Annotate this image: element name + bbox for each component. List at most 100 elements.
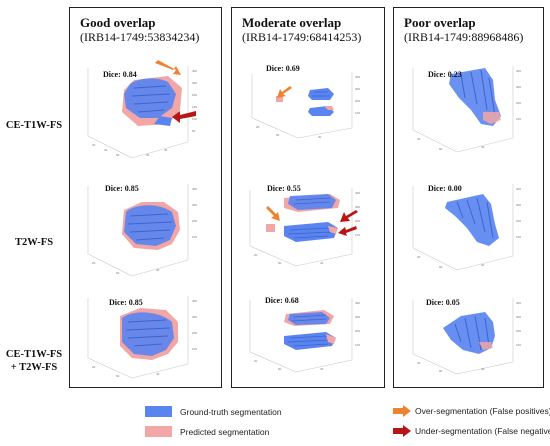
svg-text:100: 100	[355, 111, 360, 115]
predicted-segmentation	[328, 226, 338, 234]
svg-text:100: 100	[192, 117, 197, 121]
svg-text:200: 200	[355, 99, 360, 103]
panel-id: (IRB14-1749:88968486)	[404, 30, 524, 44]
ground-truth-slices	[456, 197, 494, 239]
panel-title: Good overlap	[80, 15, 156, 30]
row-label-t2w: T2W-FS	[0, 236, 68, 249]
dice-score: Dice: 0.55	[267, 184, 301, 193]
under-segmentation-arrow	[340, 210, 358, 222]
panel-header: Good overlap (IRB14-1749:53834234)	[80, 15, 199, 45]
3d-render-plot: 400 300 200 100 20 60 40	[251, 72, 360, 139]
row-label-combined: CE-T1W-FS + T2W-FS	[0, 348, 68, 374]
dice-score: Dice: 0.69	[266, 64, 300, 73]
plot-ticks: 400 300 200 100 20 60 40	[417, 69, 521, 151]
ground-truth-segmentation	[122, 312, 174, 356]
svg-text:20: 20	[146, 153, 150, 157]
plot-ticks: 400 300 200 100 20 60 40	[254, 191, 360, 265]
ground-truth-slices	[291, 314, 327, 322]
under-segmentation-arrow	[172, 111, 196, 123]
ground-truth-segmentation	[445, 194, 499, 246]
dice-score: Dice: 0.84	[103, 70, 137, 79]
row-label-line1: T2W-FS	[14, 237, 54, 248]
ground-truth-segmentation	[308, 88, 334, 100]
dice-score: Dice: 0.00	[428, 184, 462, 193]
3d-render-plot: 400 300 200 100 20 60 40	[87, 184, 197, 277]
render-poor-t2w: 400 300 200 100 20 60 40 Dice: 0.00	[399, 172, 539, 284]
plot-ticks: 400 300 200 100 20 60 40	[417, 187, 521, 269]
svg-text:20: 20	[256, 125, 260, 129]
plot-ticks: 400 300 200 100 20 60 40	[254, 301, 360, 371]
predicted-segmentation	[326, 334, 336, 344]
svg-text:400: 400	[355, 301, 360, 305]
svg-text:60: 60	[439, 147, 443, 151]
render-good-combined: 400 300 200 100 20 60 40 Dice: 0.85	[76, 288, 216, 383]
svg-text:20: 20	[417, 137, 421, 141]
3d-render-plot: 400 300 200 100 20 60 40	[249, 298, 360, 373]
plot-axes	[251, 72, 353, 139]
svg-text:400: 400	[516, 187, 521, 191]
render-moderate-ce-t1w: 400 300 200 100 20 60 40 Dice: 0.69	[238, 54, 378, 169]
svg-text:100: 100	[516, 343, 521, 347]
predicted-segmentation	[276, 96, 283, 102]
svg-text:200: 200	[355, 219, 360, 223]
plot-ticks: 400 300 200 100 20 60 40	[92, 299, 197, 378]
ground-truth-slices	[460, 69, 496, 117]
render-moderate-combined: 400 300 200 100 20 60 40 Dice: 0.68	[238, 288, 378, 383]
svg-text:60: 60	[278, 367, 282, 371]
svg-text:200: 200	[192, 331, 197, 335]
svg-text:40: 40	[318, 135, 322, 139]
svg-text:100: 100	[192, 347, 197, 351]
panel-title: Poor overlap	[404, 15, 476, 30]
plot-axes	[412, 66, 514, 153]
row-label-line2: + T2W-FS	[10, 362, 58, 373]
legend-predicted-swatch	[145, 426, 172, 437]
svg-text:40: 40	[104, 148, 108, 152]
legend-over-label: Over-segmentation (False positives)	[415, 406, 550, 416]
svg-text:50: 50	[192, 129, 196, 133]
ground-truth-slices	[131, 85, 171, 113]
svg-text:40: 40	[320, 367, 324, 371]
svg-text:40: 40	[164, 148, 168, 152]
row-label-ce-t1w: CE-T1W-FS	[0, 119, 68, 132]
svg-text:300: 300	[355, 205, 360, 209]
panel-id: (IRB14-1749:68414253)	[242, 30, 362, 44]
3d-render-plot: 400 300 200 100 20 60 40	[412, 66, 521, 153]
dice-score: Dice: 0.68	[265, 296, 299, 305]
over-segmentation-arrow	[266, 206, 280, 221]
svg-text:20: 20	[92, 261, 96, 265]
legend-predicted-label: Predicted segmentation	[180, 427, 270, 437]
plot-axes	[249, 188, 353, 267]
under-segmentation-arrow-icon	[393, 425, 411, 437]
3d-render-plot: 400 300 200 100 20 60 40	[412, 184, 521, 271]
svg-text:60: 60	[278, 261, 282, 265]
legend-ground-truth-swatch	[145, 406, 172, 417]
svg-text:20: 20	[92, 365, 96, 369]
svg-text:40: 40	[156, 268, 160, 272]
svg-text:200: 200	[192, 219, 197, 223]
svg-text:200: 200	[516, 329, 521, 333]
svg-text:400: 400	[516, 69, 521, 73]
render-good-ce-t1w: 400 300 200 150 100 50 20 40 60 20 40 Dice: 0.84	[76, 54, 216, 169]
svg-text:400: 400	[355, 75, 360, 79]
svg-text:40: 40	[481, 263, 485, 267]
legend-under-label: Under-segmentation (False negatives)	[415, 426, 550, 436]
plot-ticks: 400 300 200 150 100 50 20 40 60 20 40	[92, 69, 197, 157]
svg-text:20: 20	[417, 361, 421, 365]
3d-render-plot: 400 300 200 100 20 60 40	[412, 298, 521, 375]
ground-truth-slices	[287, 335, 333, 347]
svg-text:300: 300	[516, 85, 521, 89]
svg-text:60: 60	[439, 265, 443, 269]
svg-text:20: 20	[254, 359, 258, 363]
svg-text:20: 20	[92, 143, 96, 147]
svg-text:60: 60	[116, 153, 120, 157]
svg-text:300: 300	[192, 203, 197, 207]
ground-truth-slices	[454, 315, 490, 351]
svg-text:40: 40	[481, 367, 485, 371]
plot-axes	[87, 296, 189, 379]
plot-ticks: 400 300 200 100 20 60 40	[417, 301, 521, 373]
svg-text:40: 40	[156, 372, 160, 376]
svg-text:100: 100	[355, 343, 360, 347]
render-moderate-t2w: 400 300 200 100 20 60 40 Dice: 0.55	[238, 172, 378, 284]
plot-axes	[412, 184, 514, 271]
ground-truth-slices	[127, 213, 173, 241]
